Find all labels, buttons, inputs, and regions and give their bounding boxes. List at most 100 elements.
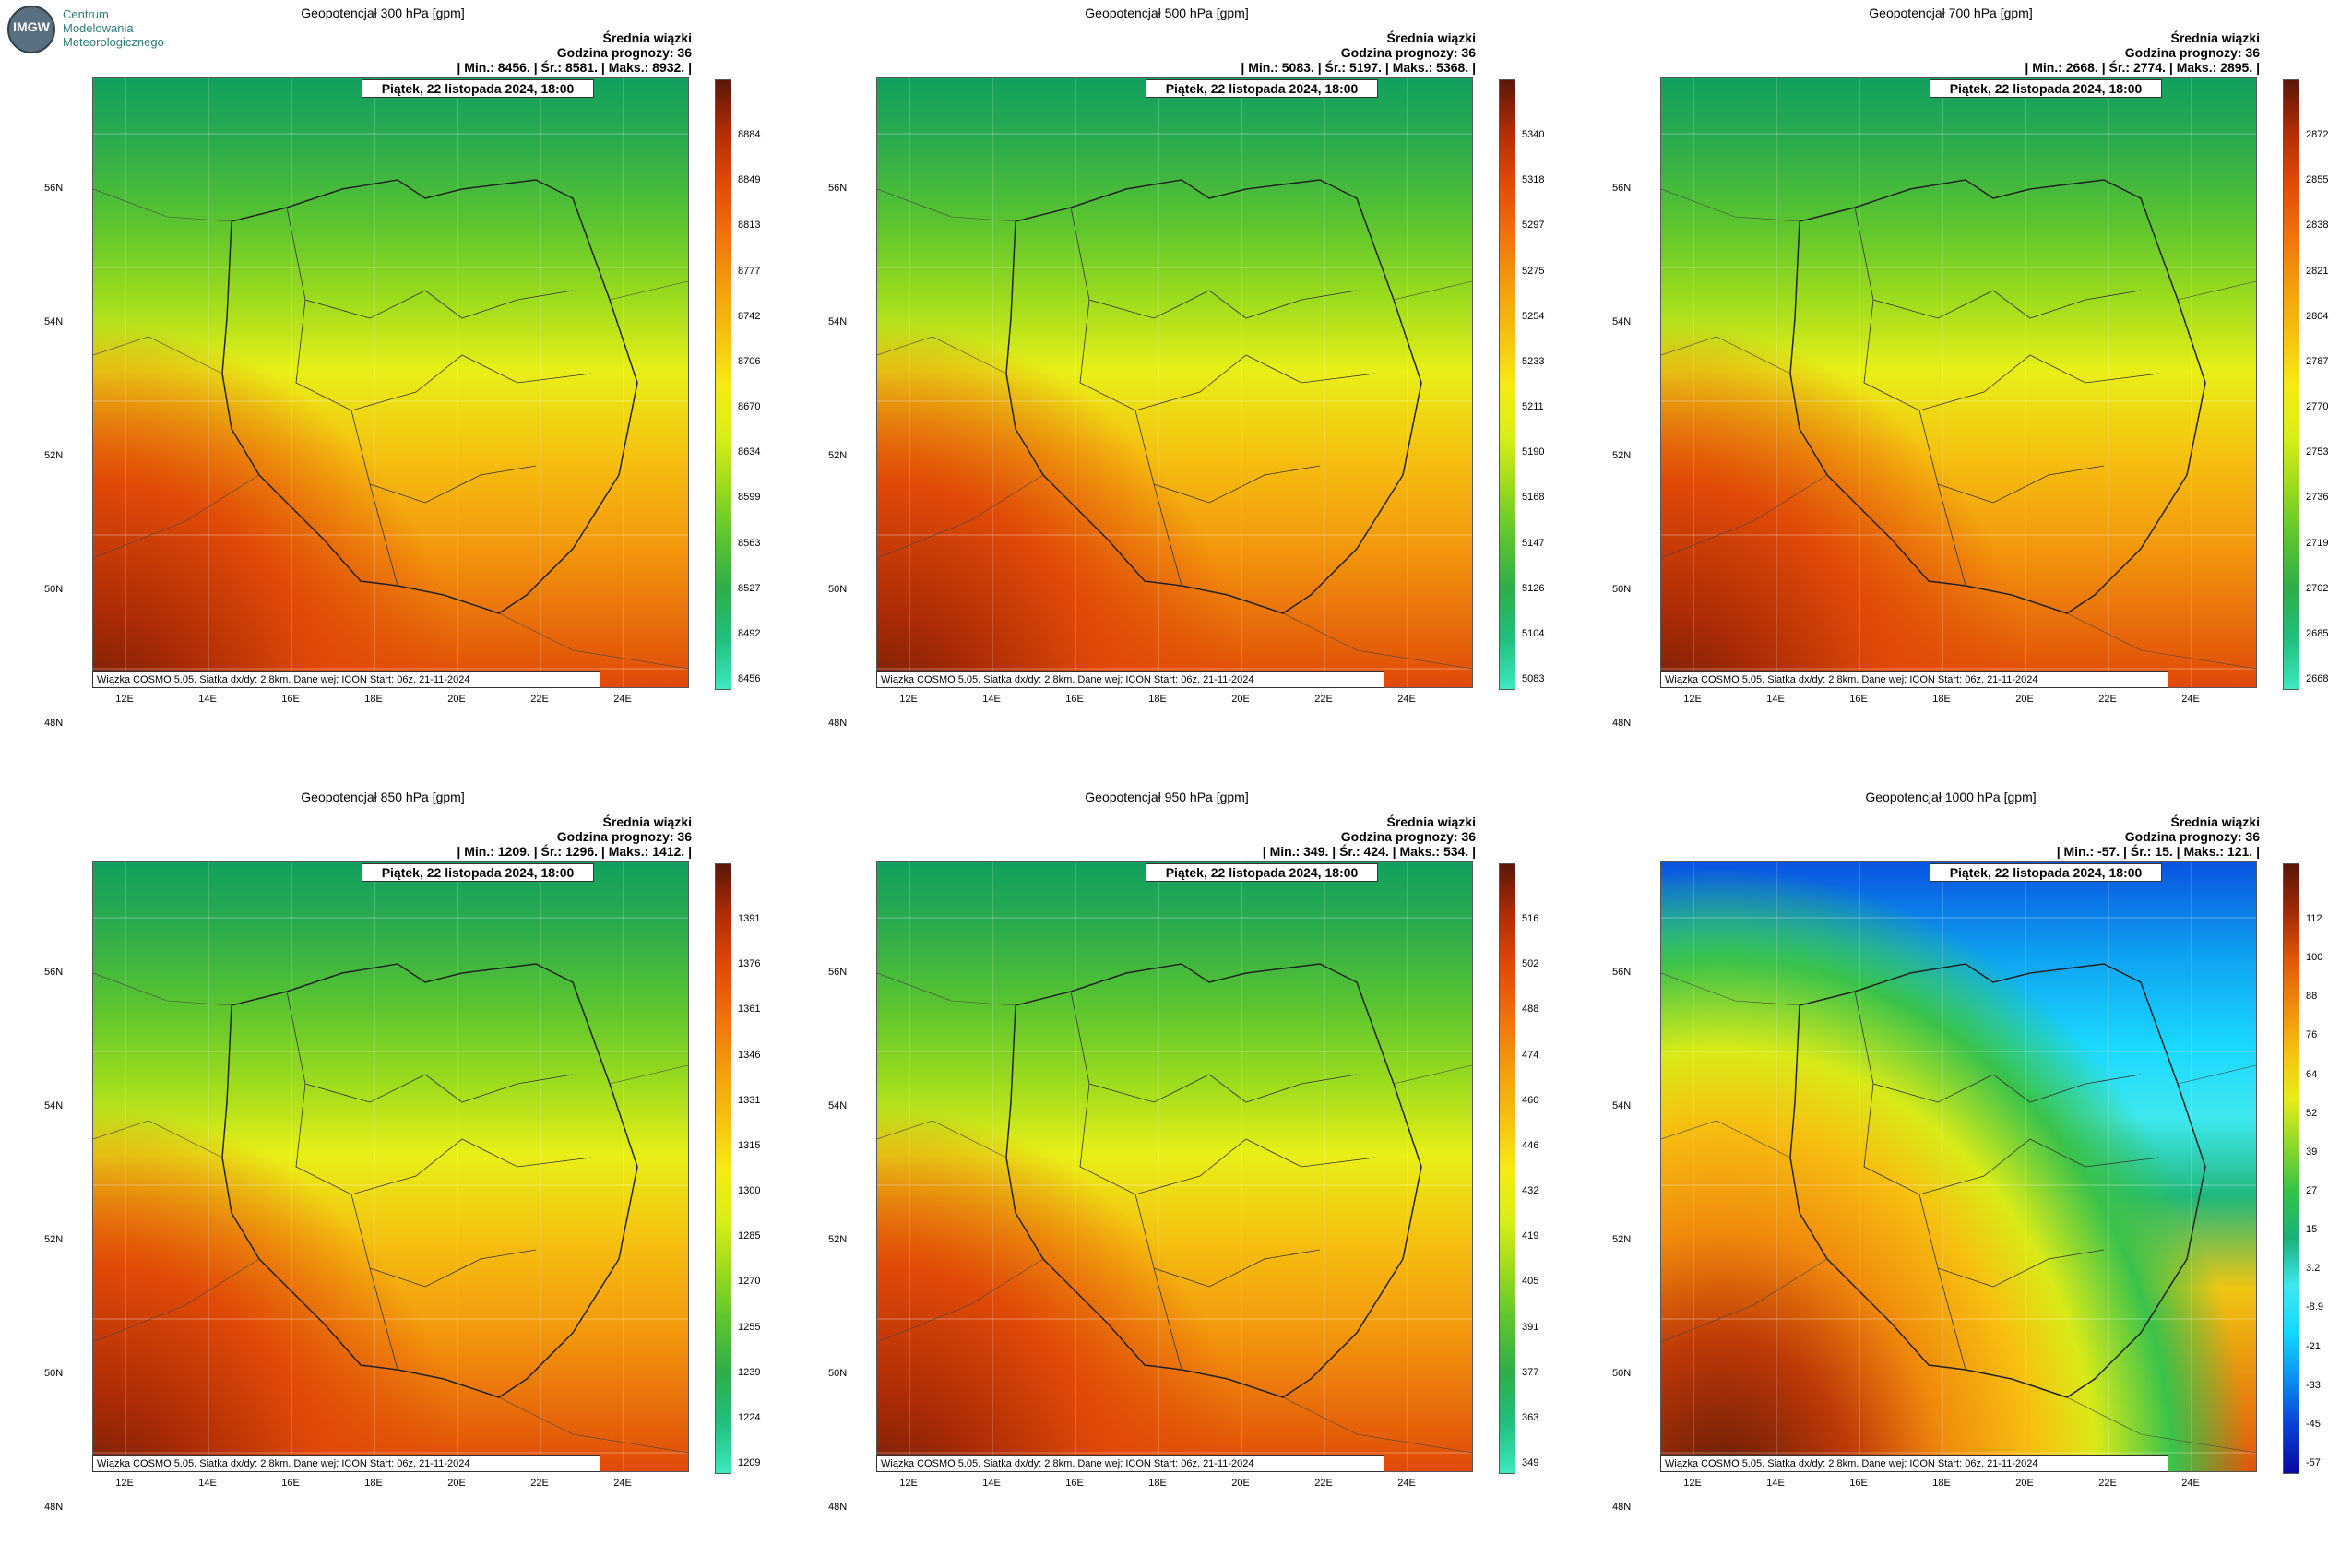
lat-label: 48N	[828, 718, 848, 729]
colorbar-tick: 405	[1522, 1276, 1539, 1288]
lon-label: 20E	[447, 694, 466, 705]
colorbar-tick: -57	[2306, 1457, 2321, 1468]
panel-stats: Średnia wiązki Godzina prognozy: 36 | Mi…	[1955, 30, 2260, 75]
panel-stats: Średnia wiązki Godzina prognozy: 36 | Mi…	[387, 30, 692, 75]
stats-title: Średnia wiązki	[2170, 814, 2260, 829]
lat-label: 56N	[1612, 183, 1632, 194]
colorbar-tick: 1346	[738, 1049, 761, 1061]
lon-label: 20E	[1231, 1478, 1250, 1489]
stats-values: | Min.: -57. | Śr.: 15. | Maks.: 121. |	[2056, 844, 2260, 859]
lon-label: 22E	[2098, 694, 2117, 705]
lon-label: 24E	[2181, 1478, 2200, 1489]
colorbar-tick: 76	[2306, 1029, 2318, 1041]
lat-label: 50N	[1612, 584, 1632, 595]
lat-label: 54N	[44, 316, 64, 327]
lon-label: 20E	[1231, 694, 1250, 705]
forecast-hour: Godzina prognozy: 36	[556, 829, 692, 844]
colorbar-tick: 377	[1522, 1366, 1539, 1378]
date-label: Piątek, 22 listopada 2024, 18:00	[362, 79, 594, 98]
model-info-footer: Wiązka COSMO 5.05. Siatka dx/dy: 2.8km. …	[92, 671, 600, 688]
colorbar-tick: 474	[1522, 1049, 1539, 1061]
lon-label: 14E	[198, 694, 217, 705]
lon-label: 24E	[613, 694, 632, 705]
lat-label: 50N	[828, 1368, 848, 1379]
country-border	[1789, 963, 2206, 1398]
forecast-hour: Godzina prognozy: 36	[2124, 829, 2260, 844]
stats-title: Średnia wiązki	[602, 814, 692, 829]
lat-label: 54N	[828, 1100, 848, 1111]
lon-label: 16E	[1065, 694, 1084, 705]
stats-values: | Min.: 8456. | Śr.: 8581. | Maks.: 8932…	[457, 60, 692, 75]
forecast-hour: Godzina prognozy: 36	[1340, 45, 1476, 60]
map-area	[92, 861, 689, 1472]
colorbar-tick: 2736	[2306, 492, 2329, 504]
lat-label: 48N	[44, 1502, 64, 1513]
colorbar-tick: 5190	[1522, 446, 1545, 458]
map-overlay	[93, 78, 688, 687]
colorbar-tick: 1391	[738, 913, 761, 924]
lat-label: 48N	[1612, 1502, 1632, 1513]
colorbar-tick: 363	[1522, 1411, 1539, 1423]
stats-values: | Min.: 2668. | Śr.: 2774. | Maks.: 2895…	[2025, 60, 2260, 75]
lon-label: 18E	[1932, 694, 1951, 705]
lat-label: 56N	[828, 967, 848, 978]
colorbar-tick: 3.2	[2306, 1263, 2321, 1275]
lat-label: 56N	[44, 183, 64, 194]
panel-stats: Średnia wiązki Godzina prognozy: 36 | Mi…	[1955, 814, 2260, 859]
lon-label: 24E	[1397, 694, 1416, 705]
colorbar	[1499, 863, 1515, 1474]
colorbar-tick: 5233	[1522, 355, 1545, 367]
stats-values: | Min.: 1209. | Śr.: 1296. | Maks.: 1412…	[457, 844, 692, 859]
lat-label: 56N	[44, 967, 64, 978]
colorbar-tick: 488	[1522, 1004, 1539, 1016]
logo-line3: Meteorologicznego	[63, 35, 164, 49]
lon-label: 14E	[982, 694, 1001, 705]
lon-label: 20E	[447, 1478, 466, 1489]
lat-label: 48N	[44, 718, 64, 729]
colorbar-tick: 5126	[1522, 582, 1545, 594]
colorbar	[1499, 79, 1515, 690]
colorbar-tick: 5254	[1522, 310, 1545, 322]
logo-line1: Centrum	[63, 7, 109, 21]
imgw-logo: IMGW Centrum Modelowania Meteorologiczne…	[7, 6, 183, 53]
lon-label: 20E	[2015, 694, 2034, 705]
logo-line2: Modelowania	[63, 21, 134, 35]
forecast-hour: Godzina prognozy: 36	[1340, 829, 1476, 844]
colorbar-ticks: 8884 8849 8813 8777 8742 8706 8670 8634 8599 8563…	[738, 79, 775, 688]
colorbar-tick: 8813	[738, 220, 761, 232]
lat-label: 54N	[1612, 1100, 1632, 1111]
panel-title: Geopotencjał 300 hPa [gpm]	[301, 6, 465, 20]
map-overlay	[877, 862, 1472, 1471]
colorbar-tick: 8563	[738, 537, 761, 549]
colorbar-ticks: 1391 1376 1361 1346 1331 1315 1300 1285 1270 1255…	[738, 863, 775, 1472]
panel-title: Geopotencjał 950 hPa [gpm]	[1085, 790, 1249, 804]
colorbar-tick: 8670	[738, 401, 761, 412]
colorbar-tick: 8492	[738, 627, 761, 639]
colorbar-tick: 349	[1522, 1457, 1539, 1468]
map-overlay	[93, 862, 688, 1471]
lat-label: 52N	[828, 450, 848, 461]
map-area	[1660, 77, 2257, 688]
colorbar-tick: 5104	[1522, 627, 1545, 639]
lat-label: 54N	[44, 1100, 64, 1111]
logo-abbr: IMGW	[13, 19, 50, 34]
country-border	[221, 179, 638, 614]
colorbar-tick: -8.9	[2306, 1301, 2323, 1313]
colorbar-tick: 5147	[1522, 537, 1545, 549]
colorbar-tick: 8599	[738, 492, 761, 504]
colorbar	[2283, 863, 2299, 1474]
map-panel: Geopotencjał 1000 hPa [gpm] Średnia wiąz…	[1568, 784, 2334, 1540]
country-border	[1789, 179, 2206, 614]
lat-label: 48N	[1612, 718, 1632, 729]
colorbar-tick: 8777	[738, 265, 761, 277]
model-info-footer: Wiązka COSMO 5.05. Siatka dx/dy: 2.8km. …	[92, 1455, 600, 1472]
lon-label: 14E	[982, 1478, 1001, 1489]
model-info-footer: Wiązka COSMO 5.05. Siatka dx/dy: 2.8km. …	[876, 671, 1384, 688]
lon-label: 18E	[1148, 694, 1167, 705]
colorbar-tick: 1376	[738, 958, 761, 970]
colorbar-tick: 5211	[1522, 401, 1544, 412]
colorbar-tick: 1209	[738, 1457, 761, 1468]
map-panel: Geopotencjał 950 hPa [gpm] Średnia wiązk…	[784, 784, 1550, 1540]
colorbar	[715, 863, 731, 1474]
colorbar-tick: 516	[1522, 913, 1539, 924]
